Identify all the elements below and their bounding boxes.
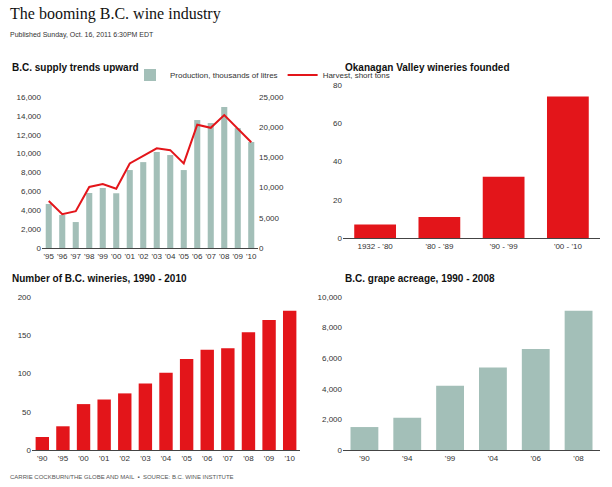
svg-text:20: 20 (333, 196, 342, 205)
svg-text:'99: '99 (98, 252, 109, 261)
svg-text:'05: '05 (179, 252, 190, 261)
svg-text:150: 150 (18, 331, 32, 340)
svg-text:200: 200 (18, 293, 32, 302)
svg-text:Production, thousands of litre: Production, thousands of litres (170, 71, 278, 80)
svg-text:0: 0 (259, 244, 264, 253)
svg-text:Published Sunday, Oct. 16, 201: Published Sunday, Oct. 16, 2011 6:30PM E… (10, 31, 154, 39)
svg-text:'98: '98 (84, 252, 95, 261)
svg-text:'06: '06 (531, 454, 542, 463)
svg-text:'10: '10 (284, 454, 295, 463)
svg-text:'09: '09 (233, 252, 244, 261)
svg-text:80: 80 (333, 81, 342, 90)
svg-text:20,000: 20,000 (259, 123, 284, 132)
svg-text:CARRIE COCKBURN/THE GLOBE AND: CARRIE COCKBURN/THE GLOBE AND MAIL ▪ SOU… (10, 474, 234, 480)
svg-text:1932 - '80: 1932 - '80 (357, 242, 393, 251)
svg-text:15,000: 15,000 (259, 153, 284, 162)
svg-text:6,000: 6,000 (322, 354, 343, 363)
svg-text:10,000: 10,000 (17, 149, 42, 158)
svg-text:'04: '04 (165, 252, 176, 261)
svg-text:'80 - '89: '80 - '89 (425, 242, 454, 251)
svg-text:'06: '06 (192, 252, 203, 261)
svg-text:'04: '04 (488, 454, 499, 463)
svg-text:0: 0 (338, 234, 343, 243)
svg-text:0: 0 (37, 244, 42, 253)
svg-text:Harvest, short tons: Harvest, short tons (323, 71, 390, 80)
svg-text:4,000: 4,000 (322, 385, 343, 394)
svg-text:'96: '96 (57, 252, 68, 261)
svg-text:'06: '06 (202, 454, 213, 463)
svg-text:'94: '94 (402, 454, 413, 463)
svg-text:'00: '00 (78, 454, 89, 463)
svg-text:'95: '95 (44, 252, 55, 261)
svg-text:2,000: 2,000 (21, 225, 42, 234)
svg-text:'90 - '99: '90 - '99 (490, 242, 519, 251)
svg-text:'02: '02 (120, 454, 131, 463)
svg-text:'09: '09 (264, 454, 275, 463)
svg-text:'00 - '10: '00 - '10 (554, 242, 583, 251)
svg-text:'97: '97 (71, 252, 82, 261)
svg-text:'03: '03 (140, 454, 151, 463)
svg-text:'99: '99 (445, 454, 456, 463)
svg-text:'07: '07 (206, 252, 217, 261)
svg-text:'08: '08 (219, 252, 230, 261)
svg-text:100: 100 (18, 369, 32, 378)
svg-text:'90: '90 (359, 454, 370, 463)
svg-text:12,000: 12,000 (17, 131, 42, 140)
svg-text:25,000: 25,000 (259, 93, 284, 102)
svg-text:'04: '04 (161, 454, 172, 463)
svg-text:'10: '10 (246, 252, 257, 261)
svg-text:60: 60 (333, 119, 342, 128)
svg-text:'07: '07 (223, 454, 234, 463)
svg-text:'05: '05 (181, 454, 192, 463)
svg-text:Number of B.C. wineries, 1990: Number of B.C. wineries, 1990 - 2010 (12, 273, 187, 284)
svg-text:16,000: 16,000 (17, 93, 42, 102)
svg-text:4,000: 4,000 (21, 206, 42, 215)
svg-text:5,000: 5,000 (259, 214, 280, 223)
svg-text:2,000: 2,000 (322, 415, 343, 424)
svg-text:0: 0 (27, 446, 32, 455)
svg-text:B.C. grape acreage, 1990 - 200: B.C. grape acreage, 1990 - 2008 (345, 273, 495, 284)
svg-text:'02: '02 (138, 252, 149, 261)
svg-text:50: 50 (22, 408, 31, 417)
svg-text:B.C. supply trends upward: B.C. supply trends upward (12, 62, 139, 73)
svg-text:'03: '03 (152, 252, 163, 261)
svg-text:8,000: 8,000 (21, 168, 42, 177)
svg-text:'01: '01 (125, 252, 136, 261)
svg-text:The booming B.C. wine industry: The booming B.C. wine industry (10, 5, 221, 23)
svg-text:40: 40 (333, 157, 342, 166)
svg-text:8,000: 8,000 (322, 323, 343, 332)
svg-text:'90: '90 (37, 454, 48, 463)
svg-text:10,000: 10,000 (318, 293, 343, 302)
svg-text:0: 0 (338, 446, 343, 455)
svg-text:Okanagan Valley wineries found: Okanagan Valley wineries founded (345, 62, 510, 73)
svg-text:14,000: 14,000 (17, 112, 42, 121)
svg-text:'95: '95 (58, 454, 69, 463)
svg-text:'08: '08 (573, 454, 584, 463)
svg-text:'08: '08 (243, 454, 254, 463)
svg-text:10,000: 10,000 (259, 183, 284, 192)
svg-text:'00: '00 (111, 252, 122, 261)
svg-text:'01: '01 (99, 454, 110, 463)
svg-text:6,000: 6,000 (21, 187, 42, 196)
